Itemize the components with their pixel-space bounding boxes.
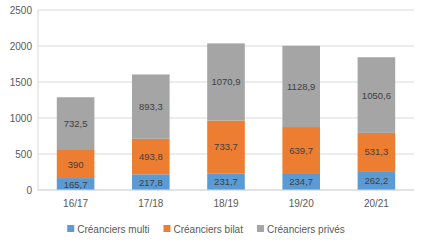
legend-swatch xyxy=(163,225,170,232)
x-tick-label: 16/17 xyxy=(63,198,88,209)
chart: 0 500 1000 1500 2000 2500 165,7 390 732,5 217,8 49… xyxy=(0,0,424,243)
data-label: 639,7 xyxy=(289,145,313,156)
y-tick-label: 1500 xyxy=(10,77,33,88)
data-label: 493,8 xyxy=(139,151,163,162)
bar-segment xyxy=(282,127,320,173)
data-label: 893,3 xyxy=(139,101,163,112)
bar-segment xyxy=(132,174,170,190)
bar-segment xyxy=(132,74,170,138)
legend-item: Créanciers bilat xyxy=(163,224,243,235)
x-tick-label: 20/21 xyxy=(364,198,389,209)
x-tick-label: 18/19 xyxy=(213,198,238,209)
data-label: 262,2 xyxy=(365,175,389,186)
bar-segment xyxy=(358,171,396,190)
data-label: 1070,9 xyxy=(211,76,240,87)
bar-segment xyxy=(132,139,170,175)
legend-label: Créanciers privés xyxy=(267,224,345,235)
legend-swatch xyxy=(257,225,264,232)
bar-segment xyxy=(282,46,320,127)
x-tick-label: 19/20 xyxy=(289,198,314,209)
data-label: 217,8 xyxy=(139,177,163,188)
bar-segment xyxy=(57,150,95,178)
bars xyxy=(57,43,395,190)
legend-label: Créanciers bilat xyxy=(173,224,243,235)
legend-swatch xyxy=(67,225,74,232)
legend-item: Créanciers privés xyxy=(257,224,345,235)
bar-segment xyxy=(282,173,320,190)
bar-segment xyxy=(358,133,396,171)
x-axis-line xyxy=(38,190,414,191)
data-label: 390 xyxy=(68,159,84,170)
data-label: 1050,6 xyxy=(362,90,391,101)
data-label: 165,7 xyxy=(64,179,88,190)
y-tick-label: 2000 xyxy=(10,41,33,52)
data-label: 733,7 xyxy=(214,141,238,152)
grid-line xyxy=(38,10,414,11)
y-tick-label: 500 xyxy=(15,149,32,160)
data-label: 1128,9 xyxy=(287,81,315,92)
data-label: 732,5 xyxy=(64,118,88,129)
bar-segment xyxy=(358,57,396,133)
y-axis-line xyxy=(38,10,39,190)
data-label: 234,7 xyxy=(289,176,313,187)
legend-item: Créanciers multi xyxy=(67,224,149,235)
grid-line xyxy=(38,190,414,191)
bar-segment xyxy=(57,178,95,190)
bar-segment xyxy=(207,173,245,190)
bar-segment xyxy=(57,97,95,150)
x-tick-label: 17/18 xyxy=(138,198,163,209)
y-tick-label: 1000 xyxy=(10,113,33,124)
y-tick-label: 0 xyxy=(26,185,32,196)
data-label: 231,7 xyxy=(214,176,238,187)
bar-segment xyxy=(207,120,245,173)
data-labels: 165,7 390 732,5 217,8 493,8 893,3 231,7 733,7 10… xyxy=(64,76,391,189)
data-label: 531,3 xyxy=(365,146,389,157)
legend: Créanciers multi Créanciers bilat Créancie… xyxy=(67,224,345,235)
bar-segment xyxy=(207,43,245,120)
legend-label: Créanciers multi xyxy=(77,224,149,235)
y-tick-label: 2500 xyxy=(10,5,33,16)
